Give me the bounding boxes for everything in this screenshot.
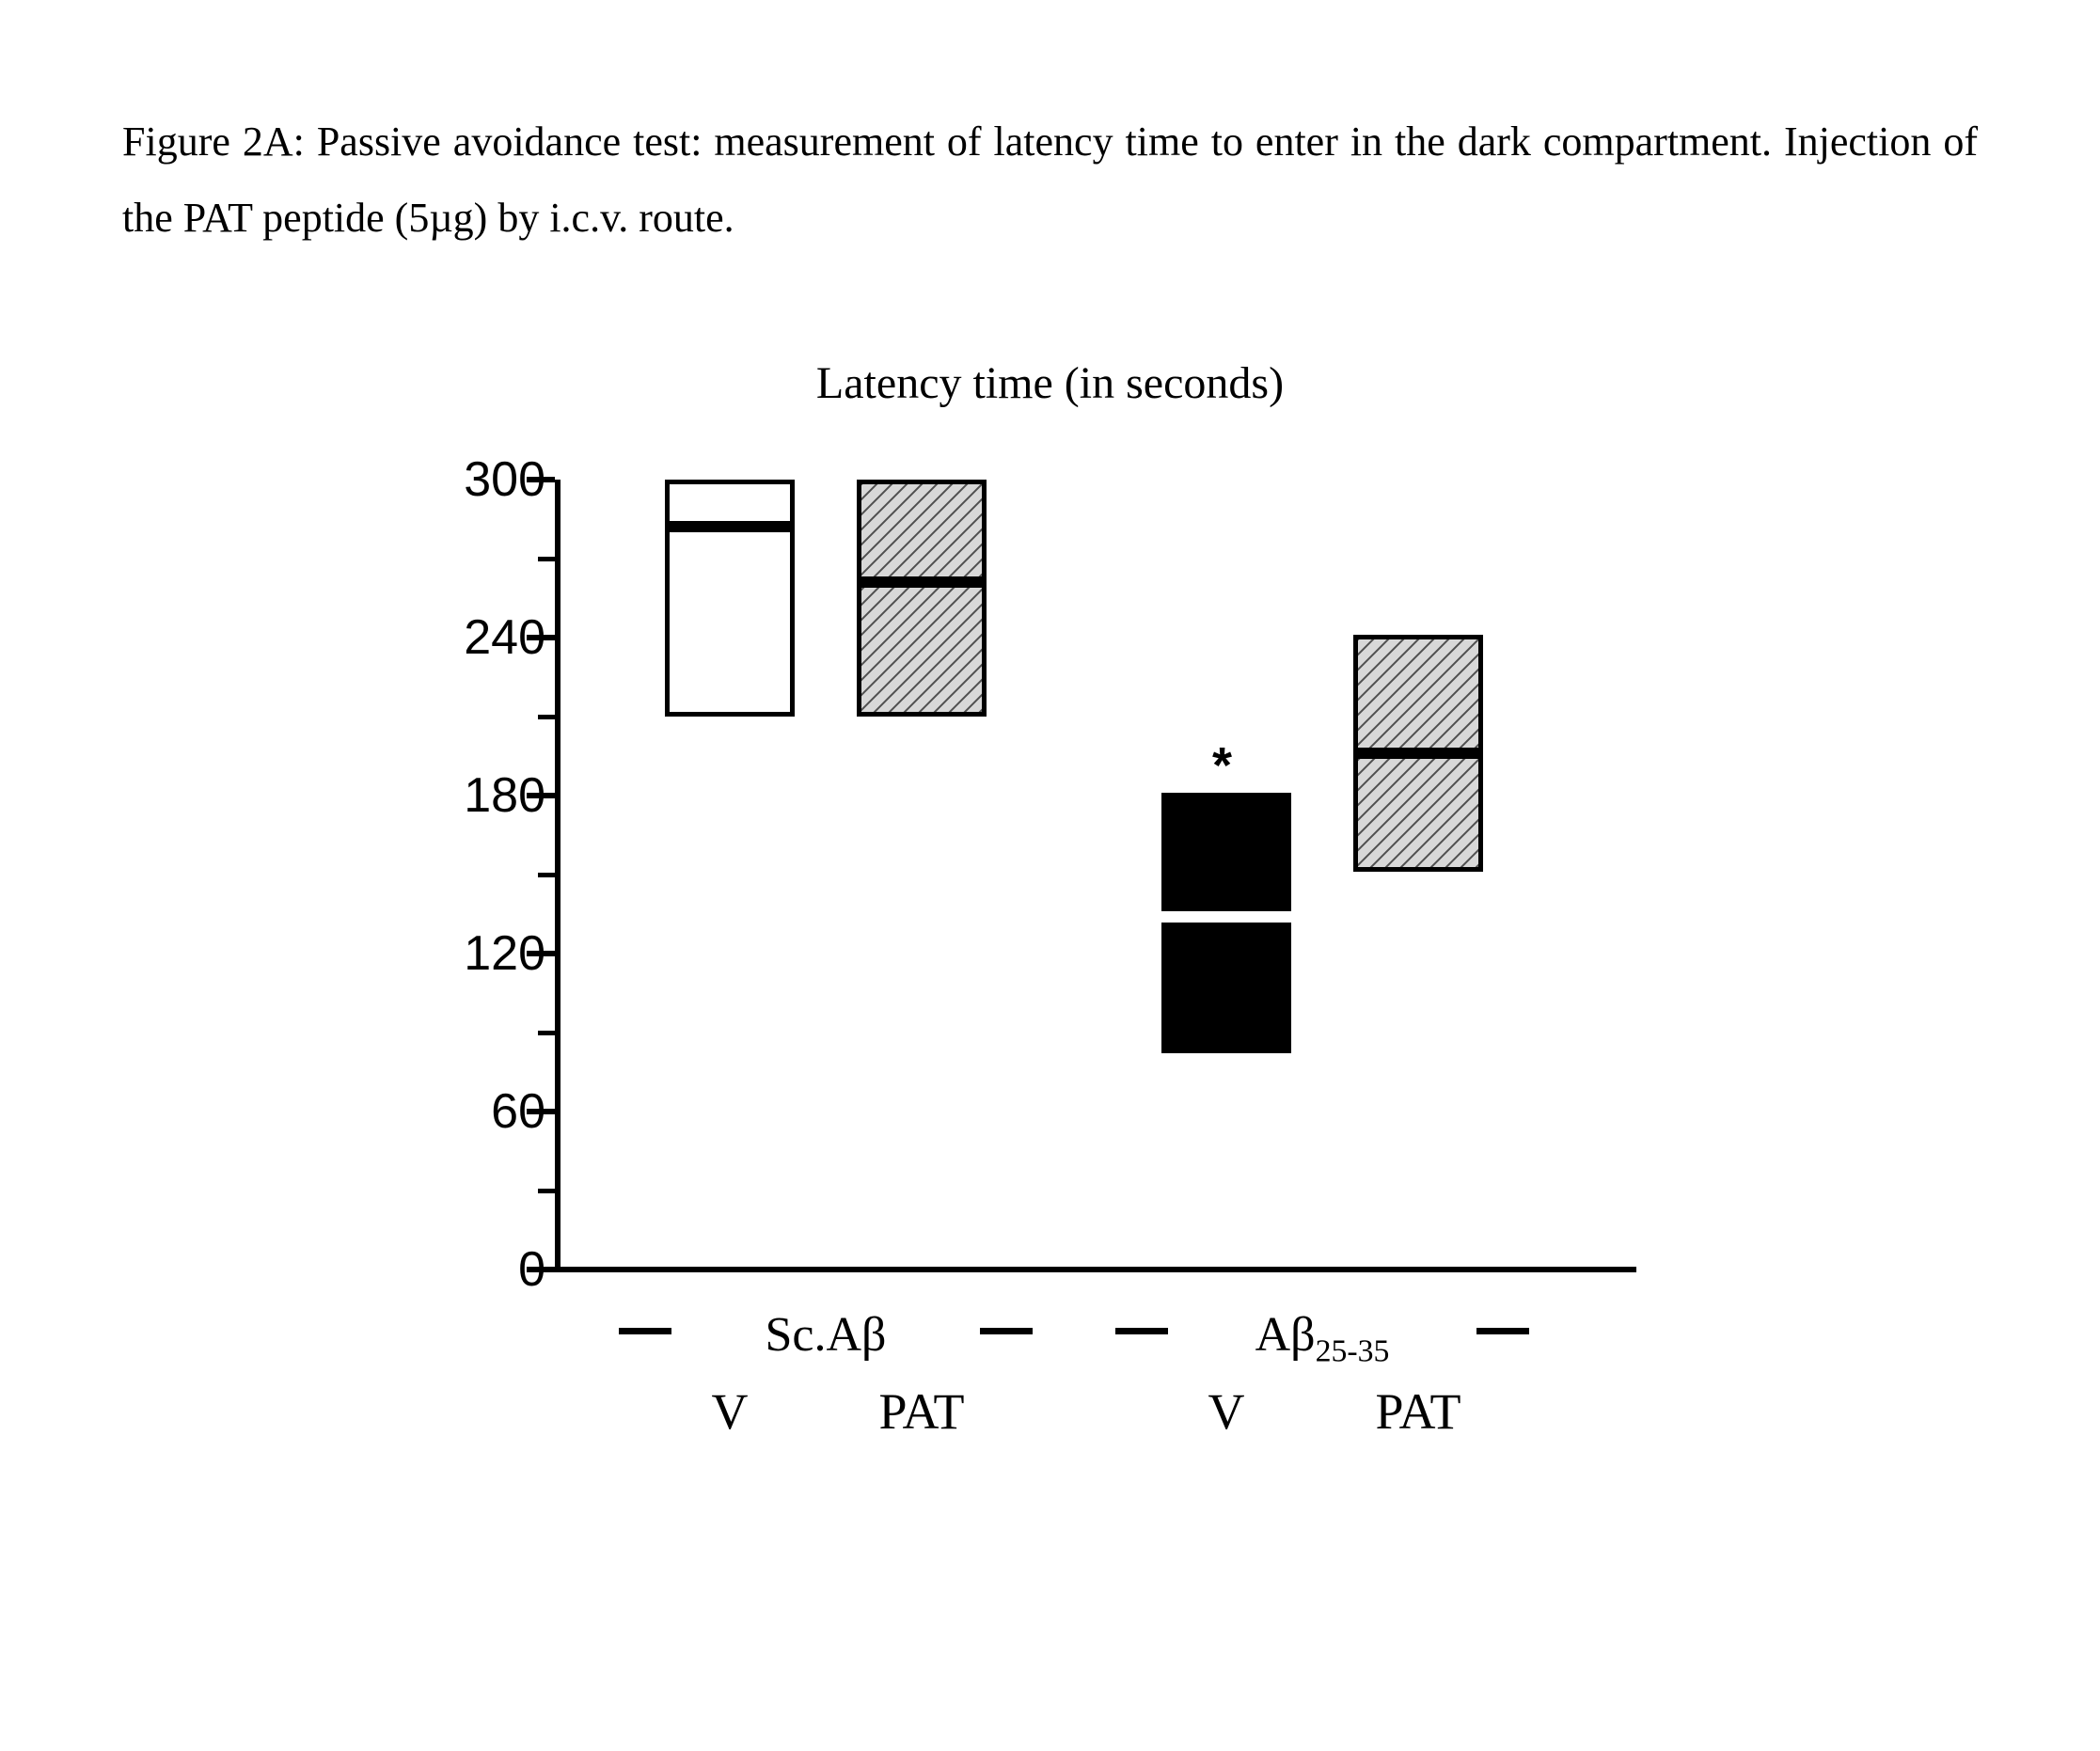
y-axis-line: [555, 480, 561, 1270]
figure-caption: Figure 2A: Passive avoidance test: measu…: [122, 103, 1978, 257]
chart-area: 060120180240300*Sc.AβAβ25-35VPATVPAT: [329, 480, 1740, 1655]
median-AB2535-V: [1161, 911, 1291, 923]
x-axis-line: [555, 1267, 1636, 1272]
box-AB2535-V: [1161, 793, 1291, 1053]
x-sub-label: V: [1151, 1382, 1302, 1441]
median-ScAB-V: [665, 521, 795, 532]
group-dash: [1115, 1328, 1168, 1334]
group-dash: [1476, 1328, 1529, 1334]
y-tick-minor: [538, 1189, 555, 1193]
x-sub-label: PAT: [1343, 1382, 1493, 1441]
x-group-label: Sc.Aβ: [703, 1307, 948, 1363]
chart-title: Latency time (in seconds): [0, 357, 2100, 409]
y-tick-minor: [538, 557, 555, 561]
y-tick-label: 60: [395, 1083, 545, 1140]
box-ScAB-V: [665, 480, 795, 717]
y-tick-label: 0: [395, 1241, 545, 1298]
group-dash: [980, 1328, 1033, 1334]
y-tick-minor: [538, 715, 555, 719]
annotation-AB2535-V: *: [1212, 736, 1232, 795]
median-ScAB-PAT: [857, 576, 987, 588]
page: Figure 2A: Passive avoidance test: measu…: [0, 0, 2100, 1751]
y-tick-label: 180: [395, 767, 545, 824]
box-ScAB-PAT: [857, 480, 987, 717]
x-sub-label: V: [655, 1382, 805, 1441]
x-sub-label: PAT: [846, 1382, 997, 1441]
y-tick-label: 300: [395, 451, 545, 508]
median-AB2535-PAT: [1353, 748, 1483, 759]
y-tick-label: 240: [395, 609, 545, 666]
y-tick-label: 120: [395, 925, 545, 982]
y-tick-minor: [538, 873, 555, 877]
y-tick-minor: [538, 1031, 555, 1035]
chart-plot: 060120180240300*Sc.AβAβ25-35VPATVPAT: [555, 480, 1683, 1270]
x-group-label: Aβ25-35: [1200, 1307, 1445, 1369]
group-dash: [619, 1328, 671, 1334]
